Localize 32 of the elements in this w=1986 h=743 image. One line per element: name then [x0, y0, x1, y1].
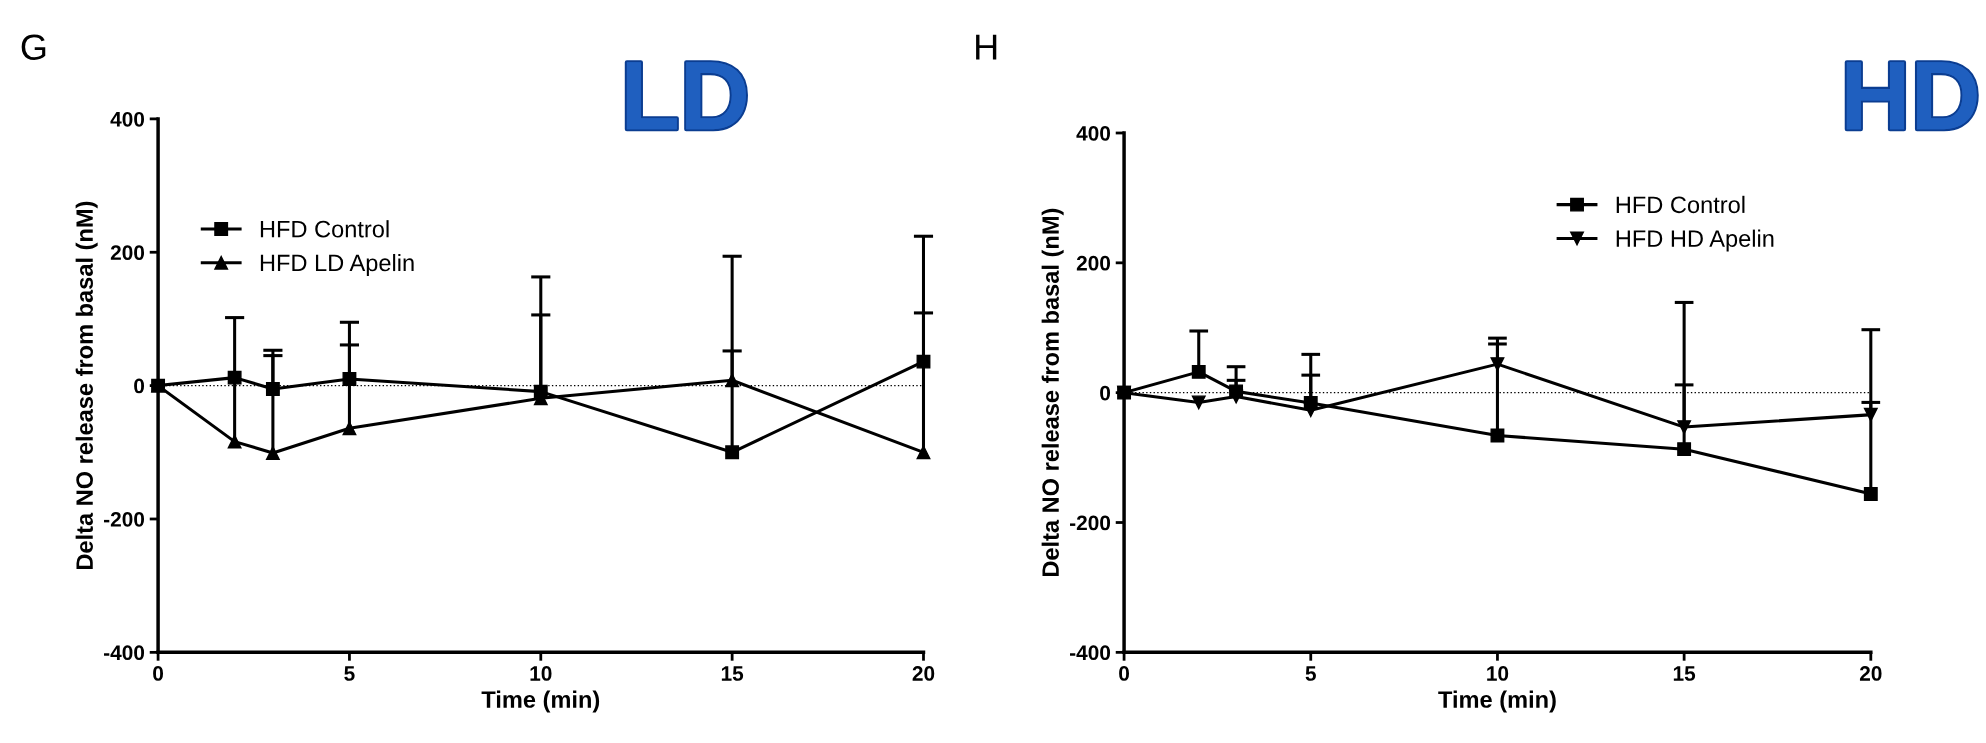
legend-label: HFD HD Apelin: [1616, 229, 1774, 252]
x-tick-label: 0: [153, 666, 164, 681]
x-tick-label: 0: [1119, 666, 1130, 681]
annotation: LD: [626, 62, 746, 130]
y-tick-label: 0: [134, 378, 145, 394]
x-tick-label: 5: [344, 666, 355, 681]
y-tick-label: 400: [1076, 126, 1111, 141]
x-tick-label: 15: [1673, 666, 1696, 681]
y-tick-label: -200: [104, 511, 145, 527]
x-axis-title: Time (min): [481, 690, 600, 713]
x-tick-label: 15: [721, 666, 744, 681]
y-axis-title: Delta NO release from basal (nM): [1041, 208, 1064, 577]
x-axis-title: Time (min): [1438, 690, 1556, 713]
legend-label: HFD Control: [1616, 195, 1745, 214]
x-tick-label: 20: [1859, 666, 1882, 681]
legend-label: HFD LD Apelin: [260, 253, 414, 276]
y-tick-label: 200: [110, 245, 145, 260]
y-tick-label: -200: [1070, 515, 1111, 531]
x-tick-label: 20: [912, 666, 935, 681]
y-tick-label: -400: [104, 645, 145, 661]
legend-label: HFD Control: [260, 220, 389, 238]
y-tick-label: 400: [110, 111, 145, 127]
text: G: [21, 34, 46, 60]
y-tick-label: -400: [1070, 645, 1111, 661]
y-tick-label: 200: [1076, 255, 1111, 271]
text: HD: [1846, 62, 1977, 130]
y-tick-label: 0: [1100, 385, 1111, 401]
x-tick-label: 10: [1487, 666, 1509, 681]
x-tick-label: 10: [530, 666, 552, 681]
text: H: [976, 34, 997, 60]
x-tick-label: 5: [1305, 666, 1316, 681]
y-axis-title: Delta NO release from basal (nM): [75, 201, 98, 570]
